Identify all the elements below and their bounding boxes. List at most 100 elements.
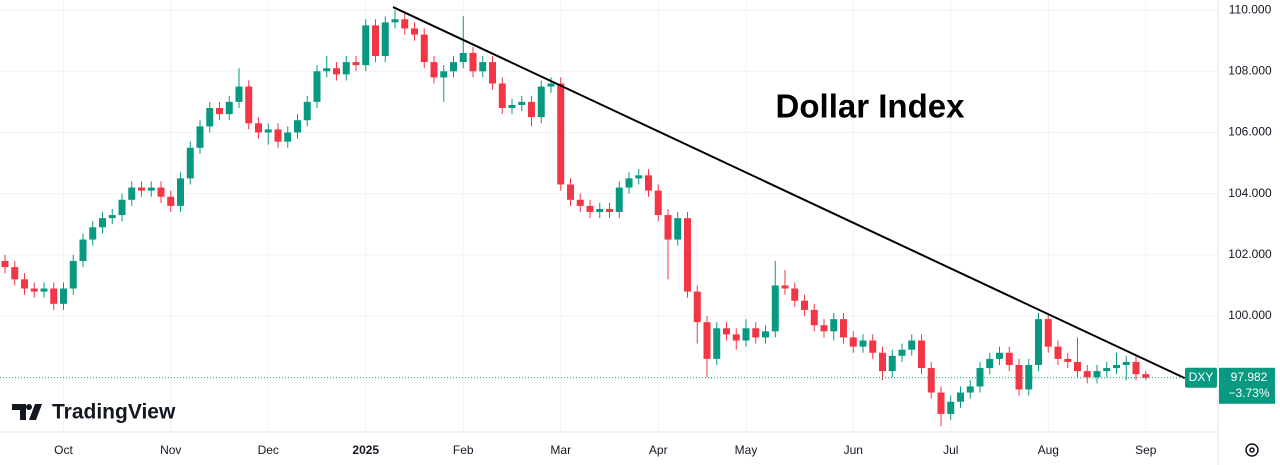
candle-body: [138, 187, 145, 191]
candle-body: [537, 86, 545, 118]
gear[interactable]: [1245, 443, 1259, 457]
candle-body: [303, 101, 311, 121]
candle-body: [849, 337, 857, 347]
y-tick-label: 104.000: [1228, 186, 1272, 200]
candle-body: [557, 83, 565, 185]
candle-body: [313, 71, 321, 102]
candle-body: [1064, 358, 1072, 362]
candle-body: [576, 199, 584, 206]
candle-body: [752, 328, 760, 338]
symbol-label: DXY: [1189, 370, 1214, 384]
x-tick-label: Jun: [844, 443, 863, 457]
x-tick-label: Dec: [258, 443, 279, 457]
candles: [0, 6, 1218, 427]
candle-body: [469, 52, 477, 72]
candle-body: [479, 62, 487, 72]
x-tick-label: Sep: [1135, 443, 1157, 457]
y-tick-label: 106.000: [1228, 125, 1272, 139]
candle-body: [30, 288, 38, 292]
candle-body: [498, 83, 506, 108]
candle-body: [927, 368, 935, 393]
candle-body: [879, 352, 886, 372]
y-tick-label: 100.000: [1228, 308, 1272, 322]
candle-body: [996, 352, 1003, 359]
candle-body: [1, 260, 9, 268]
candle-body: [1044, 319, 1052, 347]
last-price-badge: [1219, 367, 1275, 404]
candle-body: [830, 319, 838, 332]
candle-body: [801, 300, 808, 310]
gear-hub[interactable]: [1249, 447, 1255, 453]
candle-body: [732, 334, 740, 341]
trendline: [392, 6, 1186, 380]
candle-body: [528, 101, 535, 118]
candle-body: [186, 147, 194, 179]
candle-body: [976, 368, 984, 387]
candle-body: [508, 104, 516, 108]
candle-body: [255, 123, 262, 133]
candle-body: [11, 267, 19, 280]
candle-body: [840, 319, 847, 338]
candle-body: [333, 68, 340, 75]
candle-body: [167, 196, 175, 206]
candle-body: [606, 208, 613, 213]
candle-body: [391, 19, 399, 23]
x-tick-label: Apr: [649, 443, 668, 457]
last-price-label: 97.982: [1231, 370, 1268, 384]
candle-body: [274, 129, 282, 142]
candle-body: [225, 101, 233, 115]
candle-body: [21, 279, 28, 289]
x-tick-label: Feb: [453, 443, 474, 457]
candle-body: [1035, 319, 1042, 365]
candle-body: [128, 187, 136, 200]
candle-body: [323, 68, 331, 72]
candle-body: [118, 199, 126, 216]
candle-body: [791, 288, 799, 301]
candle-body: [147, 187, 155, 191]
candle-body: [1103, 368, 1111, 372]
candle-body: [401, 19, 409, 29]
candle-body: [937, 392, 945, 414]
candle-body: [547, 83, 555, 87]
settings-icon[interactable]: [1245, 443, 1259, 457]
candle-body: [820, 325, 828, 332]
candle-body: [450, 62, 457, 72]
candle-body: [216, 108, 223, 115]
candle-body: [206, 108, 214, 127]
candle-body: [60, 288, 67, 304]
candle-body: [567, 184, 574, 200]
candle-body: [703, 322, 711, 359]
candle-body: [196, 126, 204, 148]
candle-body: [1083, 371, 1091, 378]
candle-body: [284, 132, 292, 142]
candle-body: [810, 309, 818, 326]
candle-body: [966, 386, 974, 393]
candle-body: [489, 62, 496, 84]
candle-body: [1054, 346, 1062, 359]
axis: 100.000 102.000 104.000 106.000 108.000 110.0…: [54, 2, 1275, 457]
chart-title: Dollar Index: [776, 88, 966, 125]
brand: TradingView: [52, 401, 176, 424]
logo-dot: [26, 404, 32, 410]
candle-body: [693, 291, 701, 323]
candle-body: [99, 218, 106, 228]
candle-body: [1142, 374, 1150, 378]
candle-body: [264, 129, 272, 133]
candle-body: [781, 285, 789, 289]
candle-body: [294, 120, 301, 133]
candle-body: [1005, 352, 1013, 365]
candle-body: [362, 25, 370, 66]
candle-body: [596, 208, 604, 213]
candle-body: [50, 288, 58, 304]
candle-body: [1015, 364, 1023, 390]
candle-body: [986, 358, 994, 369]
candle-body: [654, 190, 662, 216]
x-tick-label: 2025: [352, 443, 379, 457]
candle-body: [869, 340, 877, 353]
candle-body: [1074, 361, 1081, 372]
logo: TradingView: [12, 401, 176, 424]
candle-body: [957, 392, 964, 402]
candle-body: [615, 187, 623, 213]
